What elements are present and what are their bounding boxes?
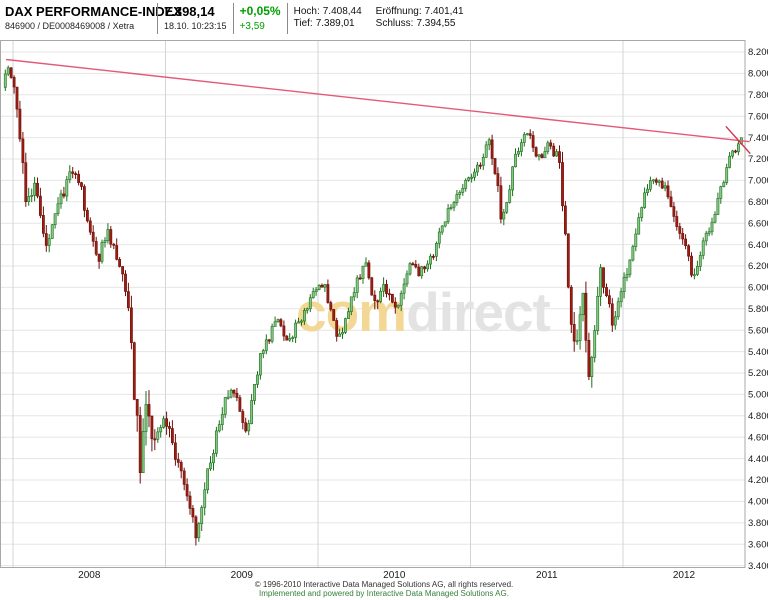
stat-value: 7.408,44	[322, 6, 362, 17]
svg-text:4.000: 4.000	[748, 497, 768, 508]
svg-text:4.400: 4.400	[748, 454, 768, 465]
svg-text:5.600: 5.600	[748, 325, 768, 336]
stat-schluss: Schluss: 7.394,55	[376, 18, 464, 29]
stat-label: Hoch:	[293, 6, 320, 17]
svg-text:8.200: 8.200	[748, 47, 768, 58]
svg-text:3.600: 3.600	[748, 539, 768, 550]
stat-value: 7.389,01	[315, 18, 355, 29]
svg-text:6.000: 6.000	[748, 283, 768, 294]
svg-text:7.600: 7.600	[748, 111, 768, 122]
instrument-title: DAX PERFORMANCE-INDEX	[5, 4, 182, 19]
quote-header: DAX PERFORMANCE-INDEX 846900 / DE0008469…	[0, 0, 768, 38]
svg-text:5.000: 5.000	[748, 390, 768, 401]
svg-text:3.800: 3.800	[748, 518, 768, 529]
svg-text:3.400: 3.400	[748, 561, 768, 572]
header-divider	[286, 3, 288, 34]
svg-text:6.400: 6.400	[748, 240, 768, 251]
quote-datetime: 18.10. 10:23:15	[164, 21, 227, 31]
ohlc-stats: Hoch: 7.408,44 Eröffnung: 7.401,41 Tief: 7.…	[288, 0, 464, 38]
header-divider	[157, 3, 158, 34]
svg-text:4.200: 4.200	[748, 475, 768, 486]
stat-label: Eröffnung:	[375, 6, 422, 17]
copyright-line: © 1996-2010 Interactive Data Managed Sol…	[254, 580, 514, 589]
stat-tief: Tief: 7.389,01	[294, 18, 362, 29]
last-price: 7.398,14	[164, 4, 215, 19]
stat-value: 7.401,41	[424, 6, 464, 17]
svg-text:7.200: 7.200	[748, 154, 768, 165]
svg-text:5.200: 5.200	[748, 368, 768, 379]
svg-text:7.800: 7.800	[748, 90, 768, 101]
svg-text:6.600: 6.600	[748, 218, 768, 229]
comdirect-watermark: comdirect	[296, 281, 551, 343]
svg-text:8.000: 8.000	[748, 69, 768, 80]
svg-text:6.800: 6.800	[748, 197, 768, 208]
change-absolute: +3,59	[239, 21, 265, 32]
instrument-block: DAX PERFORMANCE-INDEX 846900 / DE0008469…	[0, 0, 182, 38]
svg-text:2012: 2012	[673, 570, 696, 581]
stat-eroeffnung: Eröffnung: 7.401,41	[376, 6, 464, 17]
svg-text:5.400: 5.400	[748, 347, 768, 358]
svg-text:2010: 2010	[383, 570, 406, 581]
svg-text:2008: 2008	[78, 570, 101, 581]
stat-value: 7.394,55	[416, 18, 456, 29]
svg-text:7.400: 7.400	[748, 133, 768, 144]
svg-text:4.600: 4.600	[748, 432, 768, 443]
svg-text:2009: 2009	[231, 570, 254, 581]
svg-text:6.200: 6.200	[748, 261, 768, 272]
copyright-footer: © 1996-2010 Interactive Data Managed Sol…	[0, 581, 768, 598]
svg-text:2011: 2011	[536, 570, 558, 581]
stat-label: Schluss:	[375, 18, 414, 29]
stat-hoch: Hoch: 7.408,44	[294, 6, 362, 17]
powered-by-line: Implemented and powered by Interactive D…	[259, 589, 509, 598]
change-percent: +0,05%	[239, 4, 281, 18]
svg-text:4.800: 4.800	[748, 411, 768, 422]
header-divider	[232, 3, 234, 34]
change-block: +0,05% +3,59	[234, 0, 287, 38]
svg-text:5.800: 5.800	[748, 304, 768, 315]
instrument-ids: 846900 / DE0008469008 / Xetra	[5, 21, 135, 31]
price-block: 7.398,14 18.10. 10:23:15	[158, 0, 233, 38]
svg-text:7.000: 7.000	[748, 176, 768, 187]
stat-label: Tief:	[293, 18, 313, 29]
